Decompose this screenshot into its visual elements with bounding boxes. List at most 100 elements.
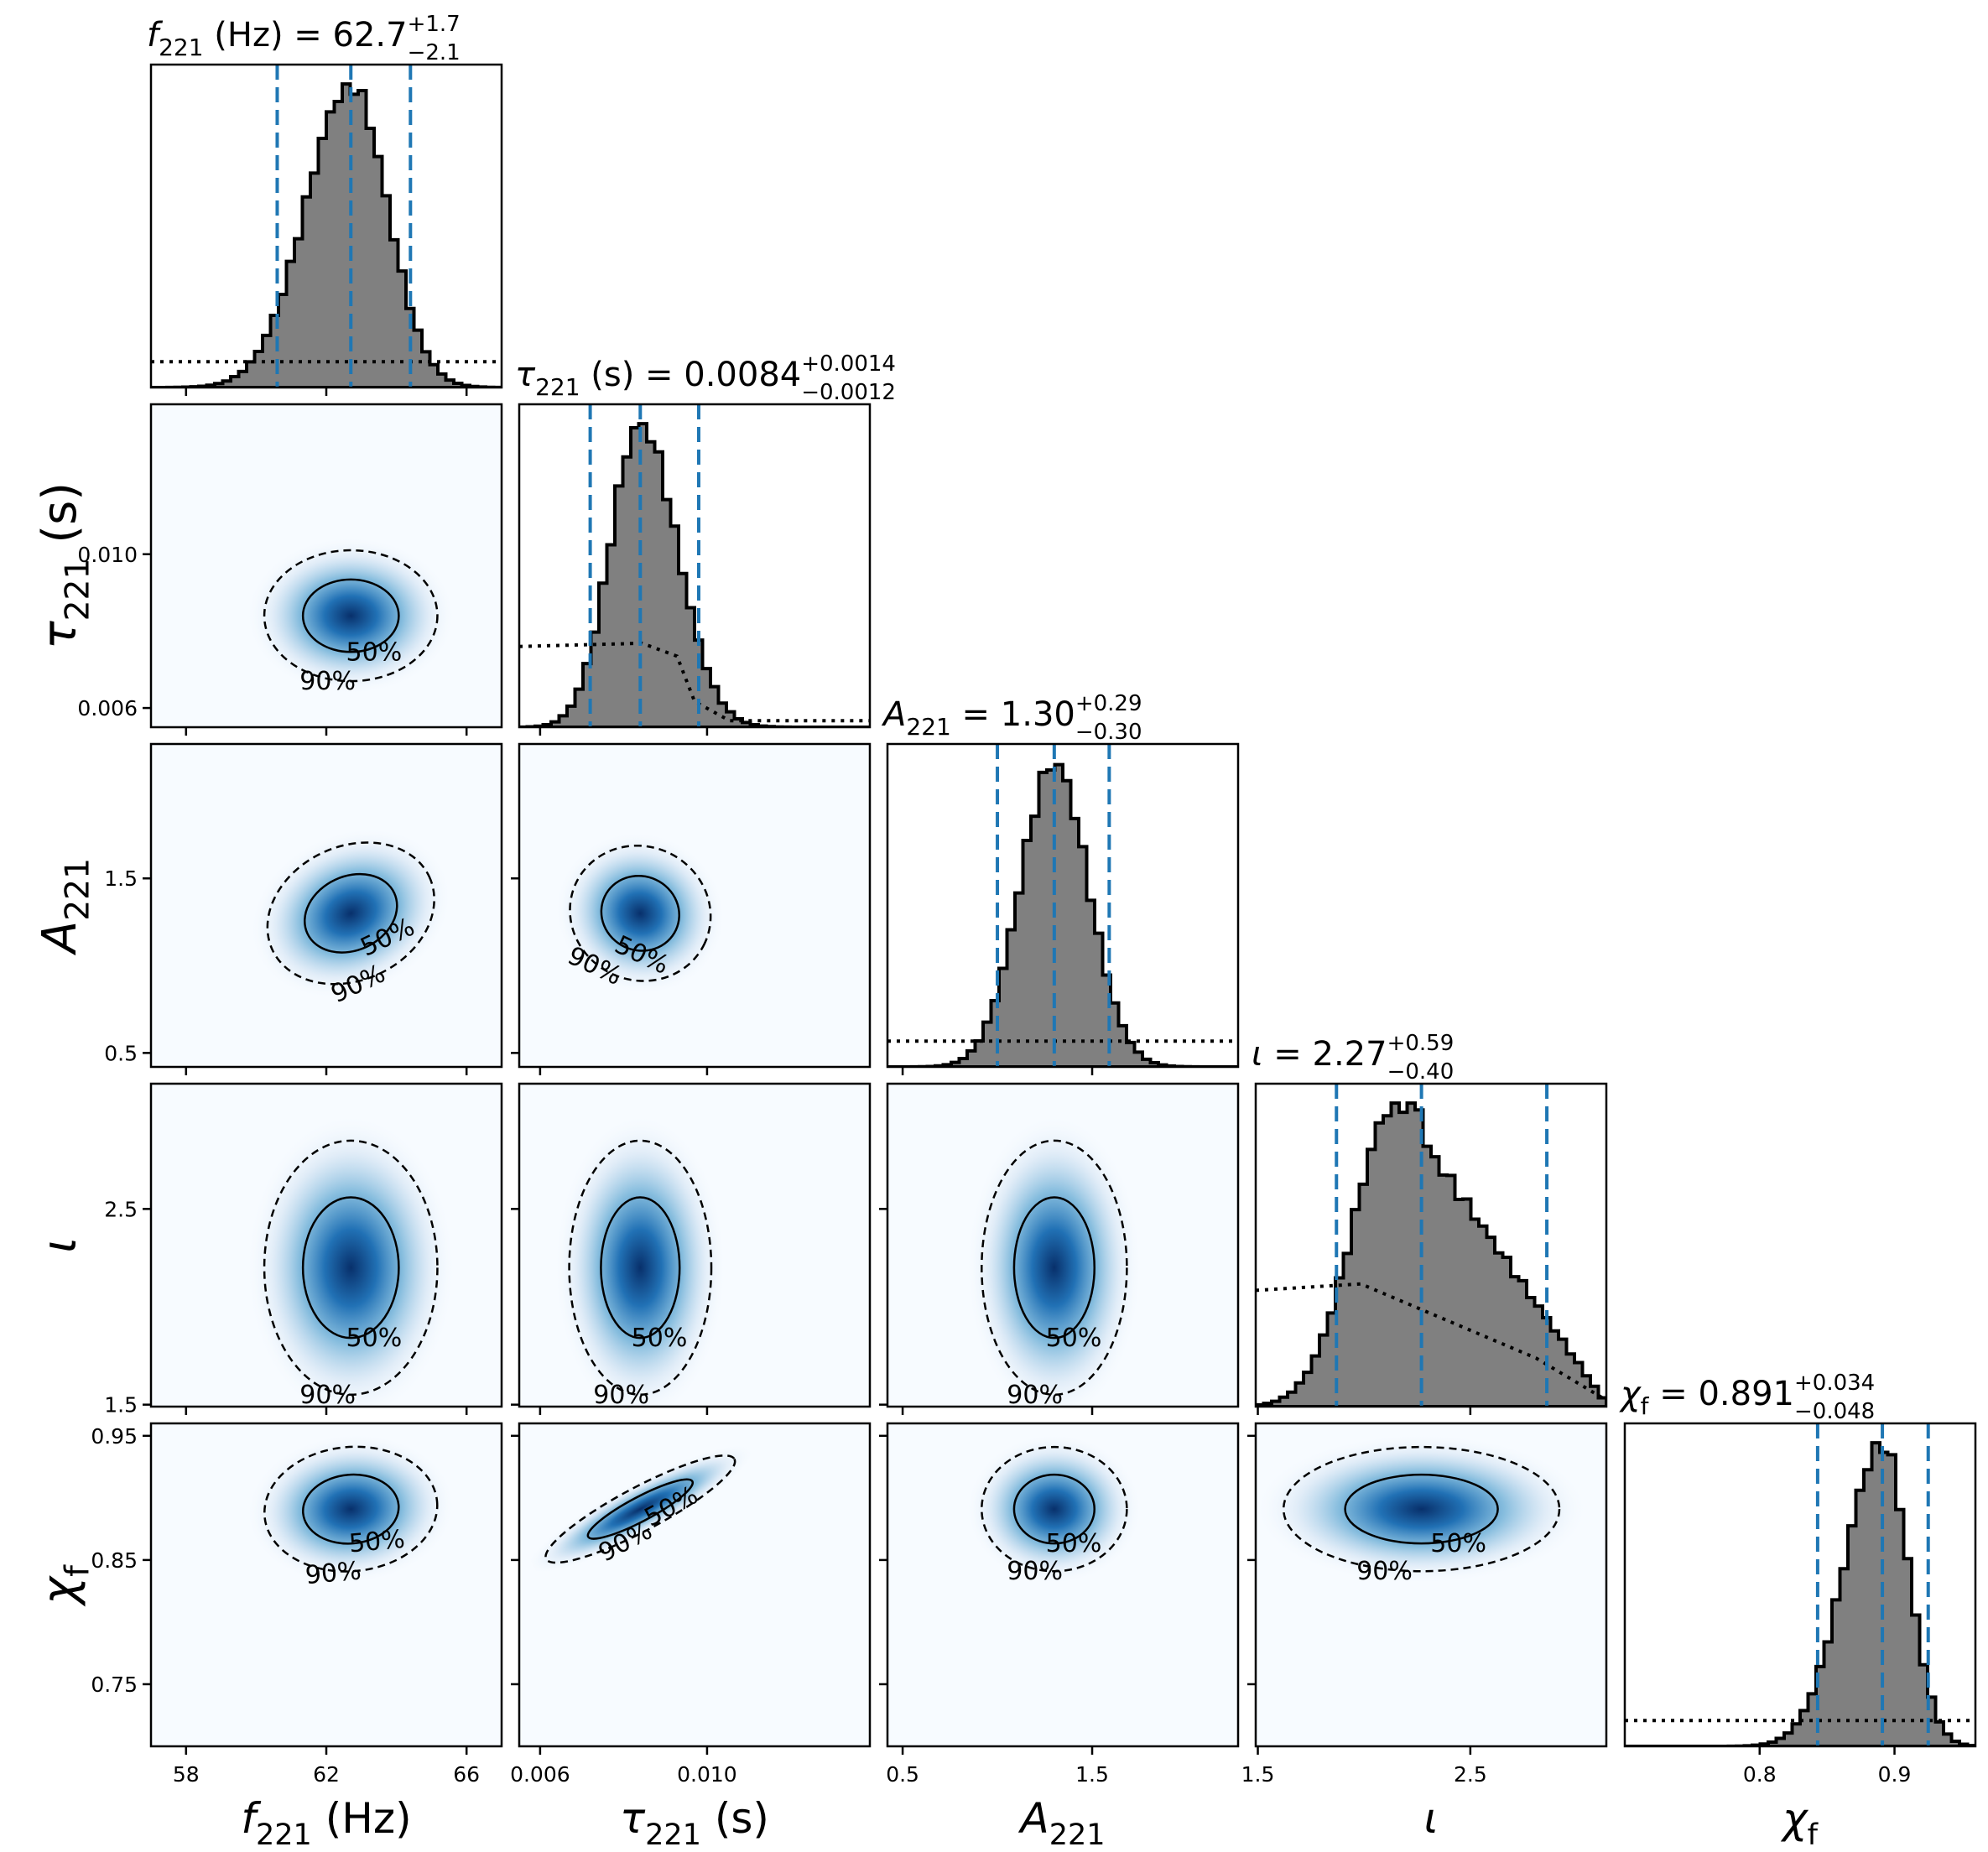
- y-axis-label-tau: τ221 (s): [33, 482, 97, 649]
- panel-A-A: A221 = 1.30+0.29−0.30: [881, 691, 1240, 1075]
- panel-f-tau: 50%90% 0.006 0.010: [77, 403, 503, 736]
- panel-f-A: 50%90%0.51.5: [104, 742, 503, 1075]
- x-tick-label: 0.9: [1878, 1762, 1912, 1787]
- density-f-A: [250, 828, 452, 999]
- svg-text:τ221 (s): τ221 (s): [33, 482, 97, 649]
- x-axis-sub: 221: [1049, 1818, 1106, 1852]
- contour-label-90: 90%: [304, 1557, 362, 1591]
- contour-50: [301, 578, 400, 653]
- contour-90: [568, 1139, 713, 1397]
- contour-label-50: 50%: [348, 1525, 406, 1559]
- panel-frame: [1254, 1082, 1608, 1408]
- contour-label-50: 50%: [1430, 1529, 1486, 1558]
- title-minus-iota: −0.40: [1387, 1059, 1455, 1085]
- y-axis-name: τ: [33, 621, 87, 649]
- y-axis-sub: f: [60, 1564, 97, 1577]
- title-A: A221 = 1.30+0.29: [881, 691, 1142, 741]
- x-axis-label-tau: τ221 (s): [620, 1794, 769, 1852]
- contour-label-50: 50%: [1046, 1529, 1102, 1558]
- x-axis-label-iota: ι: [1424, 1794, 1439, 1843]
- contour-90: [263, 1445, 439, 1573]
- x-tick-label: 1.5: [1241, 1762, 1275, 1787]
- contour-50: [586, 1478, 695, 1540]
- histogram-f: [151, 82, 502, 388]
- panel-frame: [886, 1082, 1240, 1408]
- panel-iota-chi: 50% 90% 1.5 2.5: [1241, 1422, 1608, 1787]
- panel-tau-chi: 50%90%0.006 0.010: [510, 1422, 872, 1787]
- y-tick-label: 0.5: [104, 1041, 138, 1065]
- y-tick-label: 0.95: [91, 1424, 138, 1449]
- title-tau: τ221 (s) = 0.0084+0.0014: [515, 351, 896, 401]
- x-axis-label-chi: χf: [1780, 1794, 1819, 1852]
- x-tick-label: 66: [453, 1762, 480, 1787]
- title-minus-A: −0.30: [1075, 720, 1142, 745]
- x-axis-label-tau: τ: [620, 1794, 646, 1843]
- title-minus-chi: −0.048: [1794, 1399, 1875, 1424]
- density-f-tau: [246, 537, 455, 695]
- contour-label-90: 90%: [1356, 1557, 1413, 1586]
- x-axis-label-iota: ι: [1424, 1794, 1439, 1843]
- y-tick-label: 1.5: [104, 1393, 138, 1418]
- contour-label-50: 50%: [1046, 1324, 1102, 1353]
- panel-tau-A: 50%90%: [511, 742, 872, 1075]
- contour-50: [1012, 1196, 1095, 1340]
- x-axis-sub: 221: [256, 1818, 312, 1852]
- contour-90: [544, 1454, 736, 1564]
- contour-label-90: 90%: [1007, 1381, 1063, 1410]
- y-tick-label: 1.5: [104, 866, 138, 891]
- density-tau-iota: [554, 1114, 726, 1407]
- panel-frame: [518, 1422, 872, 1748]
- contour-90: [266, 841, 435, 986]
- contour-90: [1282, 1445, 1561, 1573]
- panel-tau-iota: 50% 90%: [511, 1082, 872, 1415]
- panel-frame: [518, 1082, 872, 1408]
- title-minus-f: −2.1: [408, 40, 461, 65]
- panel-tau-tau: τ221 (s) = 0.0084+0.0014−0.0012: [515, 351, 896, 736]
- x-tick-label: 0.8: [1743, 1762, 1777, 1787]
- contour-50: [600, 1196, 681, 1340]
- x-tick-label: 58: [173, 1762, 200, 1787]
- y-tick-label: 0.85: [91, 1548, 138, 1573]
- panel-frame: [886, 1422, 1240, 1748]
- panel-f-iota: 50% 90% 1.5 2.5: [104, 1082, 503, 1418]
- density-tau-A: [555, 831, 726, 996]
- y-axis-sub: 221: [60, 858, 97, 921]
- svg-text:χf: χf: [33, 1564, 97, 1607]
- contour-label-50: 50%: [632, 1324, 688, 1353]
- panel-frame: [1254, 1422, 1608, 1748]
- contour-50: [600, 874, 680, 952]
- density-f-iota: [246, 1114, 455, 1407]
- contour-90: [263, 549, 439, 683]
- title-minus-tau: −0.0012: [801, 380, 896, 405]
- y-axis-name: A: [33, 921, 87, 955]
- title-chi: χf = 0.891+0.034: [1619, 1371, 1875, 1420]
- contour-50: [1344, 1473, 1499, 1545]
- panel-frame: [1623, 1422, 1977, 1748]
- panel-chi-chi: χf = 0.891+0.034−0.048 0.8 0.9: [1619, 1371, 1977, 1787]
- y-axis-sub: 221: [60, 559, 97, 622]
- histogram-chi: [1625, 1441, 1975, 1746]
- histogram-tau: [519, 422, 870, 727]
- x-axis-sub: f: [1808, 1818, 1819, 1852]
- title-f: f221 (Hz) = 62.7+1.7: [147, 12, 461, 61]
- x-axis-sub: 221: [645, 1818, 701, 1852]
- histogram-A: [887, 762, 1238, 1067]
- x-axis-unit: (s): [701, 1794, 769, 1843]
- title-iota: ι = 2.27+0.59: [1252, 1031, 1454, 1074]
- y-axis-label-A: A221: [33, 858, 97, 955]
- contour-label-50: 50%: [346, 637, 403, 667]
- panel-A-chi: 50%90% 0.5 1.5: [879, 1422, 1240, 1787]
- panel-frame: [518, 742, 872, 1069]
- contour-90: [263, 1139, 439, 1397]
- x-tick-label: 0.010: [677, 1762, 737, 1787]
- y-tick-label: 0.75: [91, 1673, 138, 1697]
- contour-label-90: 90%: [299, 1381, 356, 1410]
- x-axis-label-chi: χ: [1780, 1794, 1809, 1843]
- density-tau-chi: [526, 1444, 755, 1574]
- density-A-iota: [966, 1114, 1142, 1407]
- y-axis-label-iota: ι: [33, 1237, 87, 1253]
- contour-90: [981, 1445, 1128, 1573]
- y-axis-unit: (s): [33, 482, 87, 559]
- panel-f-f: f221 (Hz) = 62.7+1.7−2.1: [147, 12, 503, 396]
- contour-50: [1012, 1473, 1095, 1545]
